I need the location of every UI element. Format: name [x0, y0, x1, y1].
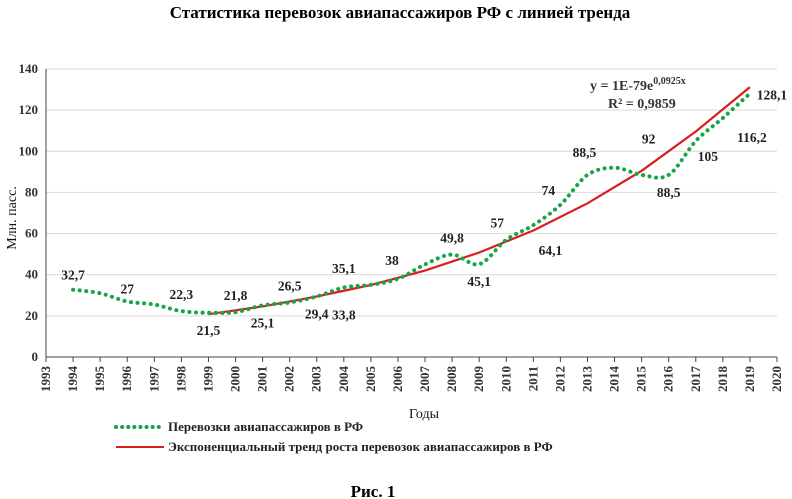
y-tick-label: 80 — [25, 184, 38, 199]
x-tick-label: 2007 — [417, 366, 432, 393]
x-tick-label: 1999 — [200, 366, 215, 393]
data-label: 88,5 — [573, 145, 597, 160]
data-label: 45,1 — [467, 274, 491, 289]
x-tick-label: 2015 — [634, 366, 649, 393]
data-labels: 32,7 27 22,3 21,5 21,825,1 26,529,4 35,1 33,8 38… — [61, 87, 787, 337]
data-label: 128,1 — [757, 87, 788, 102]
data-label: 21,8 — [224, 288, 248, 303]
y-axis-label: Млн. пасс. — [5, 186, 20, 250]
x-tick-label: 1998 — [173, 366, 188, 393]
data-label: 33,8 — [332, 307, 356, 322]
data-label: 21,5 — [197, 323, 221, 338]
x-tick-label: 2008 — [444, 366, 459, 393]
legend-passengers-label: Перевозки авиапассажиров в РФ — [168, 419, 363, 434]
equation-prefix: y = 1E-79e — [590, 79, 653, 94]
x-tick-label: 2006 — [390, 366, 405, 393]
x-tick-label: 1993 — [38, 366, 53, 393]
data-label: 38 — [385, 253, 399, 268]
y-tick-label: 40 — [25, 267, 38, 282]
x-tick-label: 2005 — [363, 366, 378, 393]
x-tick-label: 2004 — [336, 366, 351, 393]
x-tick-label: 2013 — [579, 366, 594, 393]
x-tick-label: 2016 — [661, 366, 676, 393]
x-tick-label: 2018 — [715, 366, 730, 393]
chart-title: Статистика перевозок авиапассажиров РФ с… — [170, 3, 631, 22]
figure-caption: Рис. 1 — [351, 482, 396, 499]
trend-equation: y = 1E-79e0,0925x — [590, 76, 686, 94]
y-tick-label: 0 — [32, 349, 39, 364]
x-tick-label: 1994 — [65, 366, 80, 393]
y-tick-label: 20 — [25, 308, 38, 323]
data-label: 35,1 — [332, 261, 356, 276]
data-label: 74 — [542, 183, 556, 198]
data-label: 88,5 — [657, 185, 681, 200]
x-tick-label: 1995 — [92, 366, 107, 393]
data-label: 92 — [642, 132, 656, 147]
x-axis-label: Годы — [409, 407, 440, 422]
data-label: 57 — [491, 216, 505, 231]
x-tick-label: 2011 — [525, 366, 540, 391]
y-tick-label: 140 — [19, 61, 39, 76]
legend: Перевозки авиапассажиров в РФ Экспоненци… — [114, 419, 553, 454]
x-tick-label: 2002 — [282, 366, 297, 392]
data-label: 105 — [698, 149, 719, 164]
x-tick-label: 2001 — [255, 366, 270, 392]
y-tick-label: 60 — [25, 226, 38, 241]
data-label: 26,5 — [278, 278, 302, 293]
x-tick-label: 2014 — [607, 366, 622, 393]
data-label: 32,7 — [61, 268, 85, 283]
axes — [45, 69, 778, 362]
x-tick-label: 2020 — [769, 366, 784, 392]
data-label: 25,1 — [251, 315, 275, 330]
data-label: 116,2 — [737, 130, 767, 145]
x-tick-label: 2012 — [552, 366, 567, 392]
x-tick-label: 2003 — [309, 366, 324, 393]
data-label: 64,1 — [539, 243, 563, 258]
x-tick-labels: 1993 1994 1995 1996 1997 1998 1999 2000 2001 2002… — [38, 366, 784, 393]
x-tick-label: 2000 — [228, 366, 243, 392]
data-label: 27 — [120, 281, 134, 296]
y-tick-label: 100 — [19, 143, 39, 158]
passenger-series — [71, 91, 752, 315]
data-label: 22,3 — [170, 287, 194, 302]
x-tick-label: 2019 — [742, 366, 757, 393]
equation-exponent: 0,0925x — [653, 76, 686, 87]
x-tick-label: 2010 — [498, 366, 513, 392]
gridlines — [46, 68, 777, 317]
r-squared: R² = 0,9859 — [608, 97, 676, 112]
data-label: 29,4 — [305, 307, 329, 322]
passenger-line — [71, 91, 752, 315]
x-tick-label: 1997 — [146, 366, 161, 393]
x-tick-label: 2009 — [471, 366, 486, 393]
x-tick-label: 2017 — [688, 366, 703, 393]
data-label: 49,8 — [440, 231, 464, 246]
legend-trend-label: Экспоненциальный тренд роста перевозок а… — [168, 439, 553, 454]
y-tick-label: 120 — [19, 102, 39, 117]
x-tick-label: 1996 — [119, 366, 134, 393]
y-tick-labels: 0 20 40 60 80 100 120 140 — [19, 61, 39, 364]
